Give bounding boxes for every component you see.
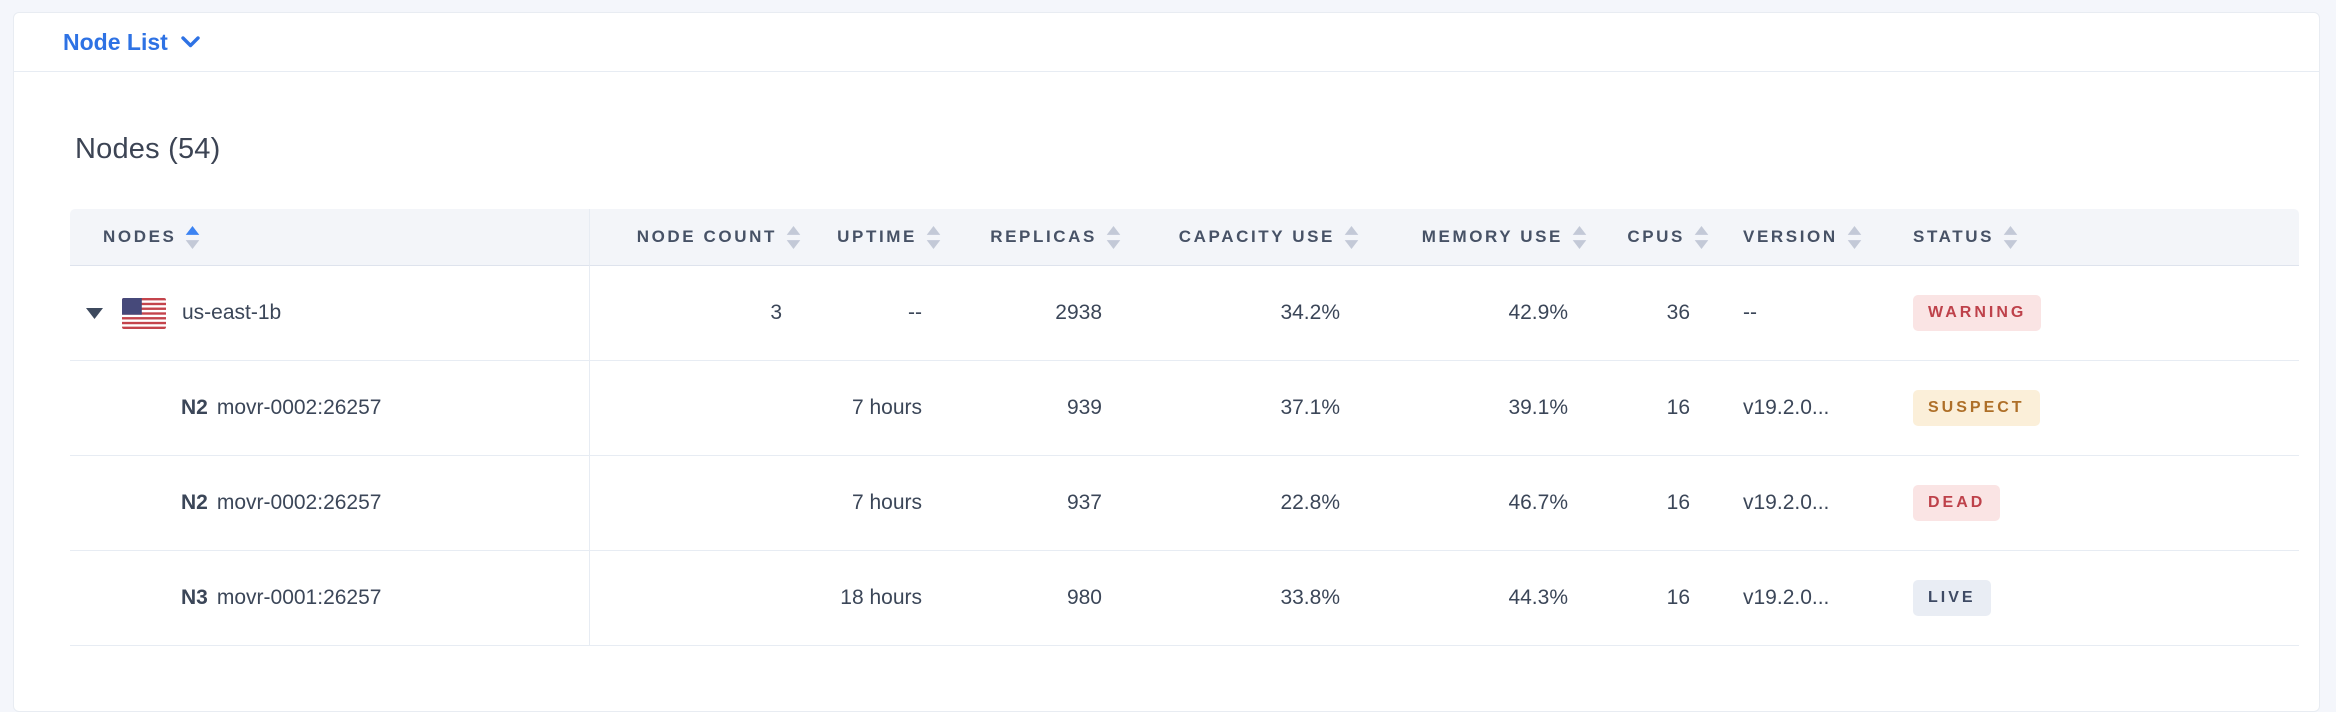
status-badge: DEAD — [1913, 485, 2001, 521]
cell-node-count: 3 — [590, 266, 802, 361]
card-header: Node List — [14, 13, 2319, 72]
node-cell: N2 movr-0002:26257 — [70, 396, 589, 420]
cell-uptime: -- — [802, 266, 942, 361]
chevron-down-icon — [181, 36, 200, 48]
region-name: us-east-1b — [182, 301, 282, 324]
column-header-node-count[interactable]: NODE COUNT — [590, 209, 802, 266]
cell-uptime: 7 hours — [802, 456, 942, 551]
column-label-uptime: UPTIME — [837, 227, 917, 246]
cell-status: WARNING — [1890, 266, 2299, 361]
sort-icon[interactable] — [1344, 225, 1359, 249]
cell-version: -- — [1710, 266, 1890, 361]
cell-cpus: 16 — [1588, 361, 1710, 456]
status-badge: WARNING — [1913, 295, 2042, 331]
column-label-cpus: CPUS — [1627, 227, 1685, 246]
node-list-selector[interactable]: Node List — [63, 29, 200, 56]
page-title: Nodes (54) — [75, 133, 221, 165]
node-address: movr-0002:26257 — [216, 491, 382, 514]
cell-version: v19.2.0... — [1710, 361, 1890, 456]
cell-replicas: 980 — [942, 551, 1122, 646]
sort-icon[interactable] — [786, 225, 801, 249]
column-header-status[interactable]: STATUS — [1890, 209, 2299, 266]
column-label-replicas: REPLICAS — [990, 227, 1097, 246]
column-header-version[interactable]: VERSION — [1710, 209, 1890, 266]
cell-status: DEAD — [1890, 456, 2299, 551]
cell-capacity-use: 22.8% — [1122, 456, 1360, 551]
cell-cpus: 16 — [1588, 551, 1710, 646]
cell-node-count — [590, 361, 802, 456]
column-label-version: VERSION — [1743, 227, 1838, 246]
sort-icon[interactable] — [2003, 225, 2018, 249]
cell-uptime: 18 hours — [802, 551, 942, 646]
table-row-region[interactable]: us-east-1b 3 -- 2938 34.2% 42.9% 36 -- W… — [70, 266, 2299, 361]
table-row-node[interactable]: N2 movr-0002:26257 7 hours 939 37.1% 39.1… — [70, 361, 2299, 456]
sort-icon[interactable] — [1106, 225, 1121, 249]
sort-icon[interactable] — [1572, 225, 1587, 249]
node-cell: N2 movr-0002:26257 — [70, 491, 589, 515]
column-header-nodes[interactable]: NODES — [70, 209, 590, 266]
cell-version: v19.2.0... — [1710, 456, 1890, 551]
column-header-capacity-use[interactable]: CAPACITY USE — [1122, 209, 1360, 266]
node-id: N2 — [181, 396, 208, 419]
sort-icon[interactable] — [1694, 225, 1709, 249]
node-id: N3 — [181, 586, 208, 609]
status-badge: LIVE — [1913, 580, 1991, 616]
node-table-body: us-east-1b 3 -- 2938 34.2% 42.9% 36 -- W… — [70, 266, 2299, 646]
node-address: movr-0002:26257 — [216, 396, 382, 419]
cell-status: SUSPECT — [1890, 361, 2299, 456]
collapse-caret-icon[interactable] — [86, 307, 103, 319]
cell-node-count — [590, 456, 802, 551]
cell-memory-use: 39.1% — [1360, 361, 1588, 456]
sort-icon[interactable] — [1847, 225, 1862, 249]
column-header-memory-use[interactable]: MEMORY USE — [1360, 209, 1588, 266]
status-badge: SUSPECT — [1913, 390, 2040, 426]
sort-icon[interactable] — [185, 225, 200, 249]
column-label-status: STATUS — [1913, 227, 1995, 246]
node-table: NODES NODE COUNT UPTIME — [70, 209, 2299, 646]
node-list-selector-label: Node List — [63, 28, 168, 55]
column-header-replicas[interactable]: REPLICAS — [942, 209, 1122, 266]
cell-memory-use: 46.7% — [1360, 456, 1588, 551]
sort-icon[interactable] — [926, 225, 941, 249]
cell-replicas: 2938 — [942, 266, 1122, 361]
node-list-card: Node List Nodes (54) NODES — [13, 12, 2320, 712]
cell-memory-use: 44.3% — [1360, 551, 1588, 646]
cell-version: v19.2.0... — [1710, 551, 1890, 646]
column-label-node-count: NODE COUNT — [636, 227, 777, 246]
column-label-memory-use: MEMORY USE — [1421, 227, 1563, 246]
cell-capacity-use: 33.8% — [1122, 551, 1360, 646]
node-cell: N3 movr-0001:26257 — [70, 586, 589, 610]
cell-cpus: 36 — [1588, 266, 1710, 361]
cell-capacity-use: 37.1% — [1122, 361, 1360, 456]
region-cell: us-east-1b — [70, 297, 589, 329]
cell-status: LIVE — [1890, 551, 2299, 646]
column-header-uptime[interactable]: UPTIME — [802, 209, 942, 266]
column-header-cpus[interactable]: CPUS — [1588, 209, 1710, 266]
cell-capacity-use: 34.2% — [1122, 266, 1360, 361]
table-row-node[interactable]: N2 movr-0002:26257 7 hours 937 22.8% 46.7… — [70, 456, 2299, 551]
cell-cpus: 16 — [1588, 456, 1710, 551]
table-row-node[interactable]: N3 movr-0001:26257 18 hours 980 33.8% 44.… — [70, 551, 2299, 646]
cell-replicas: 939 — [942, 361, 1122, 456]
node-id: N2 — [181, 491, 208, 514]
us-flag-icon — [122, 297, 166, 329]
column-label-capacity-use: CAPACITY USE — [1178, 227, 1335, 246]
table-header-row: NODES NODE COUNT UPTIME — [70, 209, 2299, 266]
card-content: Nodes (54) NODES NODE — [14, 129, 2319, 646]
cell-memory-use: 42.9% — [1360, 266, 1588, 361]
cell-replicas: 937 — [942, 456, 1122, 551]
cell-node-count — [590, 551, 802, 646]
node-address: movr-0001:26257 — [216, 586, 382, 609]
cell-uptime: 7 hours — [802, 361, 942, 456]
column-label-nodes: NODES — [103, 227, 177, 246]
